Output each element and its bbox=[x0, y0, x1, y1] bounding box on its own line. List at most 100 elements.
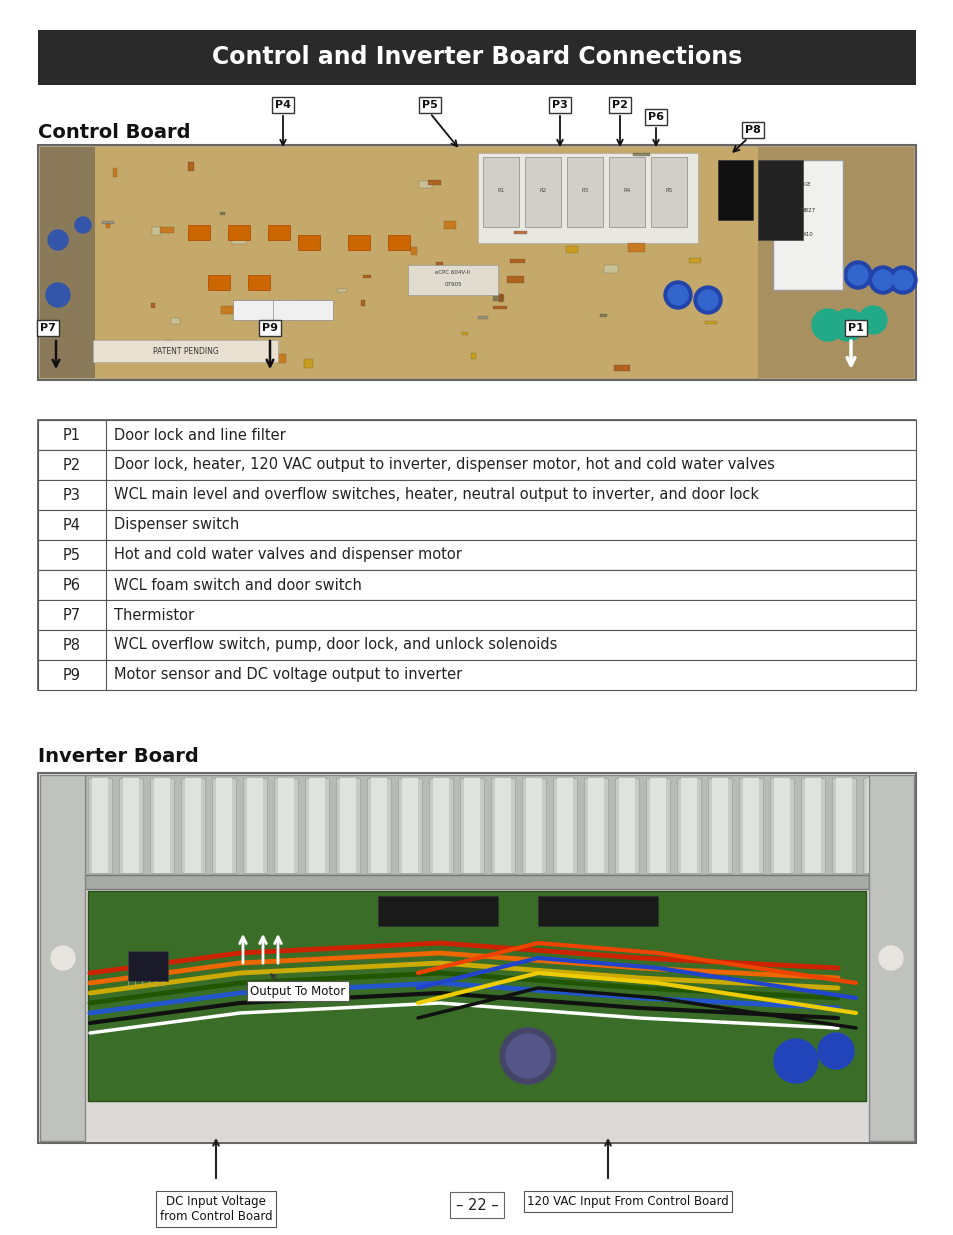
Bar bbox=[397, 778, 421, 873]
Bar bbox=[401, 778, 417, 873]
Bar bbox=[38, 773, 915, 1144]
Circle shape bbox=[48, 230, 68, 249]
Circle shape bbox=[831, 309, 863, 341]
Text: R3: R3 bbox=[580, 188, 588, 193]
Bar bbox=[831, 778, 855, 873]
Bar bbox=[614, 366, 629, 370]
Text: WCL main level and overflow switches, heater, neutral output to inverter, and do: WCL main level and overflow switches, he… bbox=[113, 488, 759, 503]
Bar bbox=[866, 778, 882, 873]
Bar bbox=[649, 778, 665, 873]
Text: P1: P1 bbox=[847, 324, 863, 333]
Bar bbox=[587, 778, 603, 873]
Circle shape bbox=[872, 270, 892, 290]
Bar bbox=[85, 876, 868, 889]
Bar bbox=[742, 778, 759, 873]
Text: Door lock and line filter: Door lock and line filter bbox=[113, 427, 286, 442]
Text: X10: X10 bbox=[801, 232, 813, 237]
Bar bbox=[248, 275, 270, 290]
Circle shape bbox=[811, 309, 843, 341]
Bar bbox=[160, 227, 173, 233]
Bar bbox=[38, 659, 915, 690]
Bar bbox=[711, 778, 727, 873]
Bar bbox=[188, 225, 210, 240]
Text: 07905: 07905 bbox=[444, 283, 461, 288]
Circle shape bbox=[843, 261, 871, 289]
Bar bbox=[707, 778, 731, 873]
Bar bbox=[436, 262, 442, 268]
Bar bbox=[482, 157, 518, 227]
Bar bbox=[758, 147, 913, 378]
Text: – 22 –: – 22 – bbox=[456, 1198, 497, 1213]
Bar bbox=[650, 157, 686, 227]
Bar bbox=[477, 153, 698, 243]
Bar bbox=[418, 182, 432, 188]
Bar bbox=[38, 450, 915, 480]
Bar bbox=[165, 340, 172, 346]
Bar bbox=[38, 144, 915, 380]
Text: R4: R4 bbox=[622, 188, 630, 193]
Text: GE: GE bbox=[803, 183, 811, 188]
Bar bbox=[247, 778, 263, 873]
Bar bbox=[336, 289, 347, 291]
Bar bbox=[411, 247, 416, 254]
Circle shape bbox=[693, 287, 721, 314]
Bar bbox=[739, 778, 762, 873]
Bar bbox=[233, 300, 293, 320]
Circle shape bbox=[817, 1032, 853, 1070]
Bar bbox=[228, 225, 250, 240]
Bar bbox=[102, 221, 113, 224]
Bar bbox=[232, 235, 246, 245]
Circle shape bbox=[773, 1039, 817, 1083]
Bar bbox=[491, 778, 515, 873]
Bar bbox=[773, 778, 789, 873]
Text: R1: R1 bbox=[497, 188, 504, 193]
Bar bbox=[495, 778, 511, 873]
Bar bbox=[40, 147, 95, 378]
Bar bbox=[388, 235, 410, 249]
Bar bbox=[150, 778, 173, 873]
Bar bbox=[88, 778, 112, 873]
Text: P9: P9 bbox=[63, 667, 81, 683]
Bar bbox=[704, 321, 717, 324]
Bar bbox=[38, 510, 915, 540]
Circle shape bbox=[505, 1034, 550, 1078]
Text: Control and Inverter Board Connections: Control and Inverter Board Connections bbox=[212, 46, 741, 69]
Bar bbox=[152, 227, 161, 235]
Bar bbox=[599, 314, 606, 317]
Text: Control Board: Control Board bbox=[38, 122, 191, 142]
Text: Thermistor: Thermistor bbox=[113, 608, 193, 622]
Bar bbox=[119, 778, 143, 873]
Bar bbox=[85, 776, 868, 876]
Bar bbox=[633, 153, 649, 156]
Bar bbox=[220, 212, 225, 215]
Bar bbox=[304, 359, 313, 368]
Bar bbox=[212, 778, 235, 873]
Circle shape bbox=[868, 266, 896, 294]
Text: P6: P6 bbox=[63, 578, 81, 593]
Bar bbox=[718, 161, 752, 220]
Text: P3: P3 bbox=[552, 100, 567, 110]
Bar bbox=[91, 778, 108, 873]
Bar bbox=[835, 778, 851, 873]
Circle shape bbox=[847, 266, 867, 285]
Bar bbox=[305, 778, 329, 873]
Bar bbox=[363, 275, 371, 278]
Text: P7: P7 bbox=[63, 608, 81, 622]
Text: Motor sensor and DC voltage output to inverter: Motor sensor and DC voltage output to in… bbox=[113, 667, 462, 683]
Bar bbox=[618, 778, 635, 873]
Circle shape bbox=[892, 270, 912, 290]
Text: P9: P9 bbox=[262, 324, 277, 333]
Bar bbox=[493, 295, 503, 301]
Bar bbox=[106, 224, 110, 228]
Bar bbox=[348, 235, 370, 249]
Bar bbox=[627, 243, 644, 252]
Bar bbox=[583, 778, 607, 873]
Bar bbox=[804, 778, 821, 873]
Text: 120 VAC Input From Control Board: 120 VAC Input From Control Board bbox=[527, 1195, 728, 1208]
Bar bbox=[309, 778, 325, 873]
Bar bbox=[493, 306, 506, 309]
Bar bbox=[645, 778, 669, 873]
Text: P2: P2 bbox=[612, 100, 627, 110]
Bar bbox=[758, 161, 802, 240]
Bar bbox=[243, 778, 267, 873]
